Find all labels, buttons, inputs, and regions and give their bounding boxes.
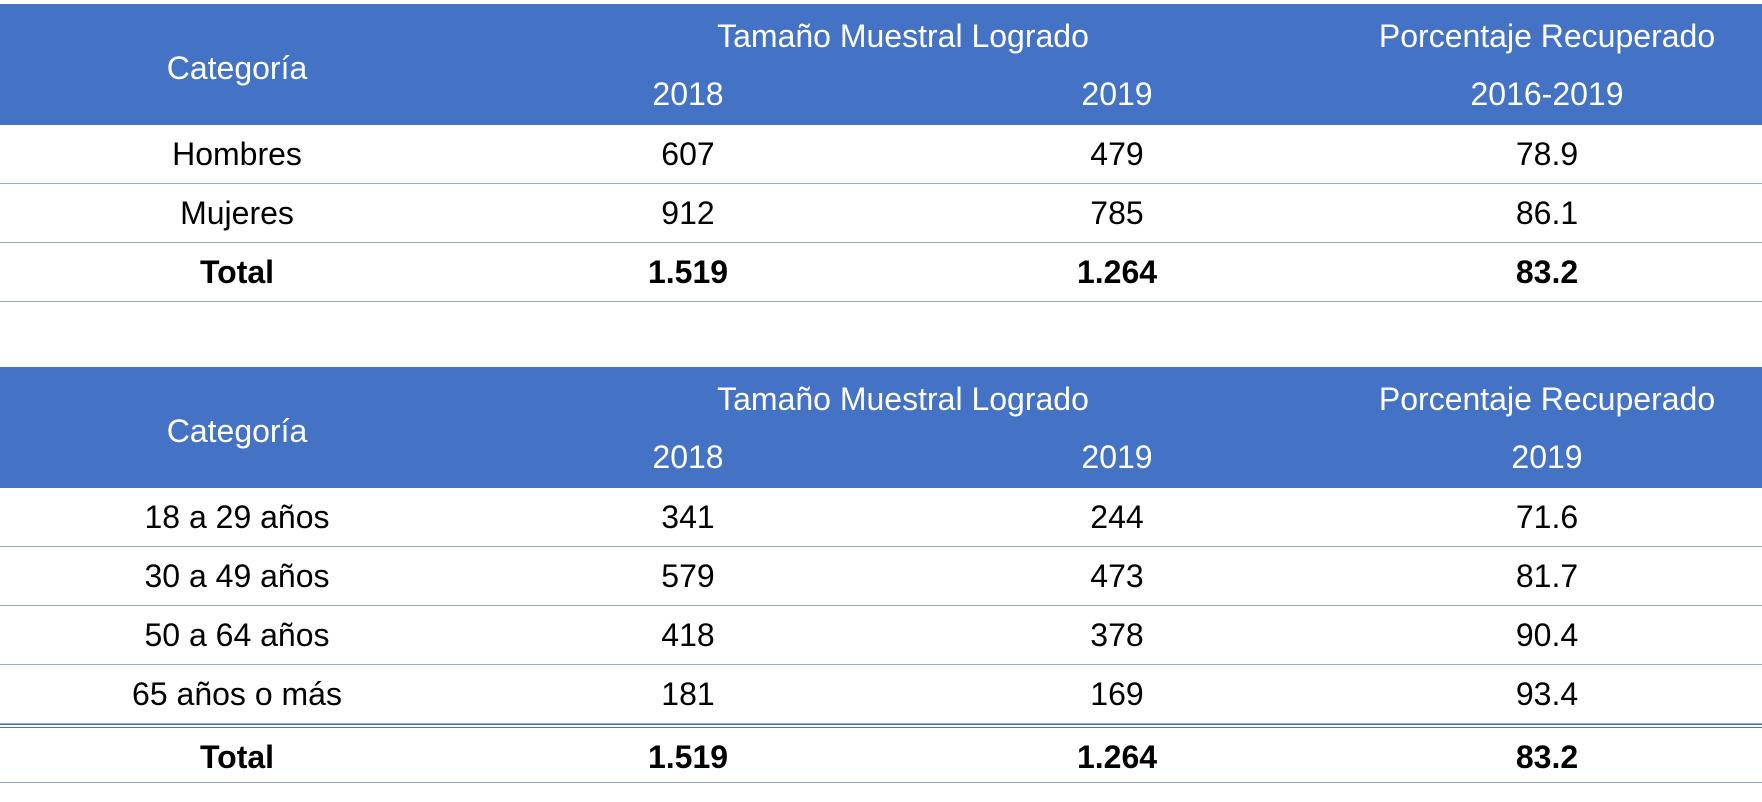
total-label: Total — [199, 739, 275, 775]
table-row: Hombres 607 479 78.9 — [0, 125, 1762, 184]
row-value-2019: 785 — [1090, 195, 1144, 231]
row-value-2019: 473 — [1090, 558, 1144, 594]
row-value-2018: 181 — [661, 676, 715, 712]
row-value-2018: 418 — [661, 617, 715, 653]
row-category: 18 a 29 años — [144, 499, 330, 535]
table-row: 65 años o más 181 169 93.4 — [0, 665, 1762, 724]
row-value-2018: 607 — [661, 136, 715, 172]
year-2018-header: 2018 — [652, 76, 724, 112]
age-table: Categoría Tamaño Muestral Logrado Porcen… — [0, 367, 1762, 783]
row-category: 50 a 64 años — [144, 617, 330, 653]
row-value-2018: 912 — [661, 195, 715, 231]
row-category: 65 años o más — [132, 676, 342, 712]
row-percentage: 81.7 — [1515, 558, 1579, 594]
year-2018-header: 2018 — [652, 439, 724, 475]
row-percentage: 78.9 — [1515, 136, 1579, 172]
row-value-2019: 244 — [1090, 499, 1144, 535]
sample-size-group-header: Tamaño Muestral Logrado — [717, 381, 1089, 417]
row-category: Mujeres — [180, 195, 294, 231]
total-value-2019: 1.264 — [1076, 739, 1158, 775]
table-header: Categoría Tamaño Muestral Logrado Porcen… — [0, 367, 1762, 488]
row-percentage: 90.4 — [1515, 617, 1579, 653]
total-percentage: 83.2 — [1515, 739, 1579, 775]
table-row: Mujeres 912 785 86.1 — [0, 184, 1762, 243]
total-row: Total 1.519 1.264 83.2 — [0, 243, 1762, 302]
table-header: Categoría Tamaño Muestral Logrado Porcen… — [0, 4, 1762, 125]
table-row: 18 a 29 años 341 244 71.6 — [0, 488, 1762, 547]
total-percentage: 83.2 — [1515, 254, 1579, 290]
row-value-2019: 378 — [1090, 617, 1144, 653]
recovered-percentage-header: Porcentaje Recuperado — [1378, 18, 1716, 54]
total-row: Total 1.519 1.264 83.2 — [0, 724, 1762, 783]
pct-period-header: 2016-2019 — [1470, 76, 1624, 112]
row-value-2019: 169 — [1090, 676, 1144, 712]
year-2019-header: 2019 — [1081, 439, 1153, 475]
sex-table: Categoría Tamaño Muestral Logrado Porcen… — [0, 4, 1762, 302]
total-value-2018: 1.519 — [647, 254, 729, 290]
table-row: 50 a 64 años 418 378 90.4 — [0, 606, 1762, 665]
category-column-header: Categoría — [166, 50, 308, 86]
total-value-2019: 1.264 — [1076, 254, 1158, 290]
recovered-percentage-header: Porcentaje Recuperado — [1378, 381, 1716, 417]
category-column-header: Categoría — [166, 413, 308, 449]
total-value-2018: 1.519 — [647, 739, 729, 775]
year-2019-header: 2019 — [1081, 76, 1153, 112]
pct-period-header: 2019 — [1511, 439, 1583, 475]
row-percentage: 93.4 — [1515, 676, 1579, 712]
row-category: Hombres — [172, 136, 302, 172]
sample-size-group-header: Tamaño Muestral Logrado — [717, 18, 1089, 54]
row-percentage: 71.6 — [1515, 499, 1579, 535]
row-percentage: 86.1 — [1515, 195, 1579, 231]
row-value-2018: 341 — [661, 499, 715, 535]
row-value-2019: 479 — [1090, 136, 1144, 172]
table-row: 30 a 49 años 579 473 81.7 — [0, 547, 1762, 606]
total-label: Total — [199, 254, 275, 290]
row-category: 30 a 49 años — [144, 558, 330, 594]
row-value-2018: 579 — [661, 558, 715, 594]
